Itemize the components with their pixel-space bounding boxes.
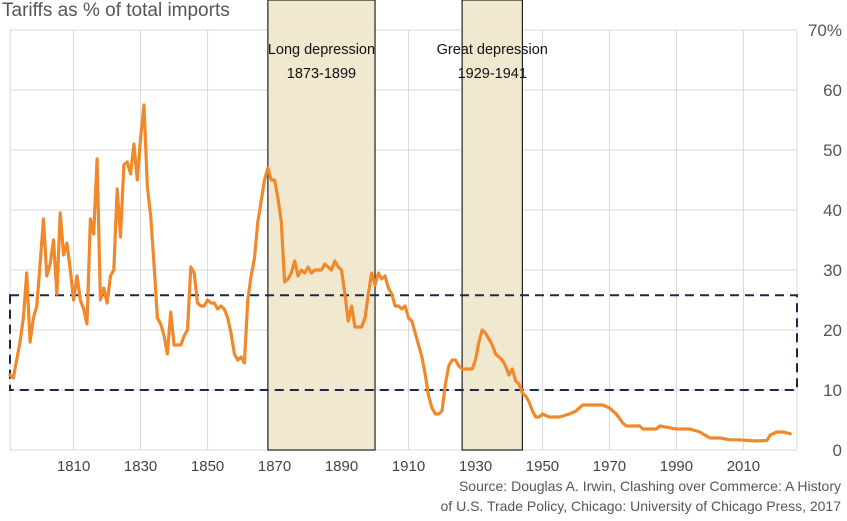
- source-line-1: Source: Douglas A. Irwin, Clashing over …: [458, 478, 841, 494]
- shaded-period-1: [267, 0, 376, 451]
- period-annotations: Long depression 1873-1899 Great depression…: [268, 42, 548, 82]
- x-tick-label: 1870: [258, 458, 291, 475]
- y-tick-label: 60: [823, 81, 842, 100]
- x-tick-label: 1970: [593, 458, 626, 475]
- y-tick-label: 40: [823, 201, 842, 220]
- x-axis-tick-labels: 1810 1830 1850 1870 1890 1910 1930 1950 1970 1990…: [57, 458, 760, 475]
- x-tick-label: 2010: [727, 458, 760, 475]
- chart-title: Tariffs as % of total imports: [2, 0, 230, 21]
- y-tick-label: 50: [823, 141, 842, 160]
- gridlines: [9, 29, 798, 451]
- x-tick-label: 1830: [124, 458, 157, 475]
- y-tick-label: 10: [823, 381, 842, 400]
- dashed-reference-box: [9, 294, 798, 392]
- source-note: Source: Douglas A. Irwin, Clashing over …: [441, 476, 841, 516]
- tariff-series-line: [8, 103, 792, 443]
- x-tick-label: 1910: [392, 458, 425, 475]
- x-tick-label: 1890: [325, 458, 358, 475]
- reference-band: [9, 294, 798, 392]
- x-tick-label: 1990: [660, 458, 693, 475]
- y-tick-label: 20: [823, 321, 842, 340]
- data-series: [8, 103, 792, 443]
- y-tick-label: 70%: [808, 21, 842, 40]
- period-label-2-name: Great depression: [437, 42, 548, 58]
- period-label-2-years: 1929-1941: [458, 66, 527, 82]
- x-tick-label: 1930: [459, 458, 492, 475]
- x-tick-label: 1850: [191, 458, 224, 475]
- x-tick-label: 1810: [57, 458, 90, 475]
- y-axis-tick-labels: 0 10 20 30 40 50 60 70%: [808, 21, 842, 460]
- x-tick-label: 1950: [526, 458, 559, 475]
- y-tick-label: 0: [833, 441, 842, 460]
- period-label-1-years: 1873-1899: [287, 66, 356, 82]
- period-label-1-name: Long depression: [268, 42, 375, 58]
- source-line-2: of U.S. Trade Policy, Chicago: Universit…: [440, 498, 841, 514]
- y-tick-label: 30: [823, 261, 842, 280]
